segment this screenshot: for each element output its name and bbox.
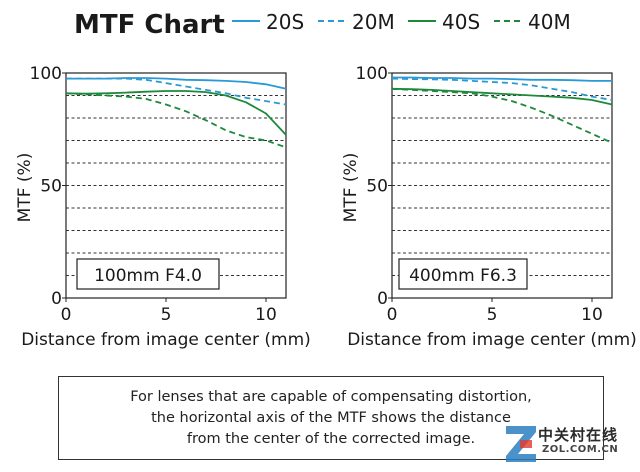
legend-item-40M: 40M xyxy=(494,10,571,34)
x-tick-label: 10 xyxy=(255,305,277,325)
legend-item-20S: 20S xyxy=(232,10,304,34)
x-tick-label: 0 xyxy=(387,305,398,325)
series-line-40S xyxy=(391,87,613,106)
legend-label: 40S xyxy=(442,10,480,34)
note-line-1: For lenses that are capable of compensat… xyxy=(130,389,532,405)
y-tick-label: 50 xyxy=(40,177,62,197)
zol-logo-icon xyxy=(506,426,536,462)
legend-label: 20M xyxy=(352,10,395,34)
series-line-20S xyxy=(392,76,612,82)
watermark-text: 中关村在线 xyxy=(538,426,619,444)
legend-item-20M: 20M xyxy=(318,10,395,34)
y-tick-label: 100 xyxy=(30,64,62,84)
legend-item-40S: 40S xyxy=(408,10,480,34)
series-line-20M xyxy=(391,77,613,101)
x-tick-label: 5 xyxy=(161,305,172,325)
series-line-40M xyxy=(65,92,287,149)
lens-label-box xyxy=(398,258,528,290)
series-line-20M xyxy=(66,77,287,106)
y-tick-label: 100 xyxy=(356,64,388,84)
x-tick-label: 10 xyxy=(581,305,603,325)
mtf-panel-1: 0 50 100 0 5 10 Distance from image center (mm… xyxy=(15,64,311,350)
y-tick-label: 50 xyxy=(366,177,388,197)
legend-label: 20S xyxy=(266,10,304,34)
y-axis-label: MTF (%) xyxy=(341,153,361,223)
distortion-note: For lenses that are capable of compensat… xyxy=(58,376,604,460)
x-axis-label: Distance from image center (mm) xyxy=(21,330,311,350)
note-line-2: the horizontal axis of the MTF shows the… xyxy=(151,410,511,426)
lens-label: 400mm F6.3 xyxy=(409,266,517,286)
lens-label-box xyxy=(76,258,220,290)
series-line-40S xyxy=(65,90,287,136)
series-line-20S xyxy=(66,77,287,90)
y-tick-label: 0 xyxy=(377,289,388,309)
x-tick-label: 5 xyxy=(487,305,498,325)
x-axis-label: Distance from image center (mm) xyxy=(347,330,637,350)
mtf-panel-2: 0 50 100 0 5 10 Distance from image center (mm… xyxy=(341,64,637,350)
lens-label: 100mm F4.0 xyxy=(94,266,202,286)
chart-title: MTF Chart xyxy=(74,10,225,40)
watermark-sub: ZOL.COM.CN xyxy=(542,444,619,455)
y-axis-label: MTF (%) xyxy=(15,153,35,223)
x-tick-label: 0 xyxy=(61,305,72,325)
legend-label: 40M xyxy=(528,10,571,34)
y-tick-label: 0 xyxy=(51,289,62,309)
note-line-3: from the center of the corrected image. xyxy=(186,431,476,447)
series-line-40M xyxy=(391,87,613,144)
